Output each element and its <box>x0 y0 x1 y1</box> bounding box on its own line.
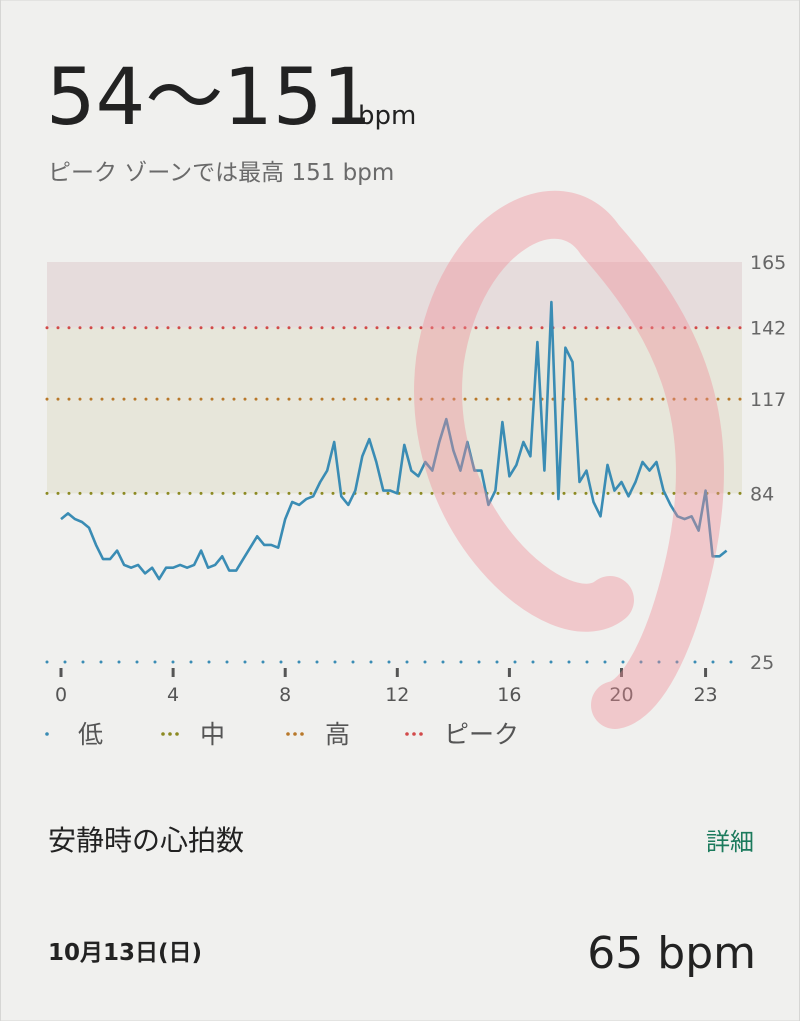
zone-band <box>47 262 742 328</box>
legend-swatch <box>300 732 304 736</box>
subtitle: ピーク ゾーンでは最高 151 bpm <box>48 160 394 186</box>
legend-swatch <box>405 732 409 736</box>
zone-band <box>47 327 742 400</box>
x-tick-label: 23 <box>693 684 717 706</box>
x-tick-label: 16 <box>497 684 521 706</box>
legend-swatch <box>412 732 416 736</box>
range-unit: bpm <box>358 101 416 131</box>
legend-swatch <box>293 732 297 736</box>
x-tick-label: 4 <box>167 684 179 706</box>
resting-title: 安静時の心拍数 <box>48 824 244 857</box>
y-tick-label: 165 <box>750 252 786 274</box>
resting-value: 65 <box>587 928 643 979</box>
legend-label: ピーク <box>444 720 519 749</box>
legend-label: 中 <box>200 720 225 749</box>
resting-rate: 65 bpm <box>587 928 756 979</box>
legend-swatch <box>419 732 423 736</box>
x-tick-label: 8 <box>279 684 291 706</box>
x-tick-label: 12 <box>385 684 409 706</box>
legend-swatch <box>286 732 290 736</box>
resting-unit: bpm <box>657 928 756 979</box>
y-tick-label: 84 <box>750 483 774 505</box>
heart-rate-range: 54〜151 <box>46 53 372 143</box>
hand-drawn-annotation <box>414 190 724 729</box>
details-link[interactable]: 詳細 <box>706 828 754 856</box>
chart: 25 84 117 142 165 0 4 8 12 16 20 23 <box>45 252 786 706</box>
heart-rate-line <box>60 300 728 581</box>
legend-swatch <box>175 732 179 736</box>
legend-swatch <box>45 732 49 736</box>
legend-label: 高 <box>325 720 350 749</box>
legend: 低 中 高 ピーク <box>45 720 519 749</box>
x-tick-label: 0 <box>55 684 67 706</box>
resting-date: 10月13日(日) <box>48 940 202 966</box>
y-tick-label: 142 <box>750 318 786 340</box>
legend-swatch <box>168 732 172 736</box>
legend-swatch <box>161 732 165 736</box>
zone-band <box>47 399 742 494</box>
y-tick-label: 117 <box>750 389 786 411</box>
x-tick-label: 20 <box>609 684 633 706</box>
legend-label: 低 <box>78 720 103 749</box>
y-tick-label: 25 <box>750 652 774 674</box>
